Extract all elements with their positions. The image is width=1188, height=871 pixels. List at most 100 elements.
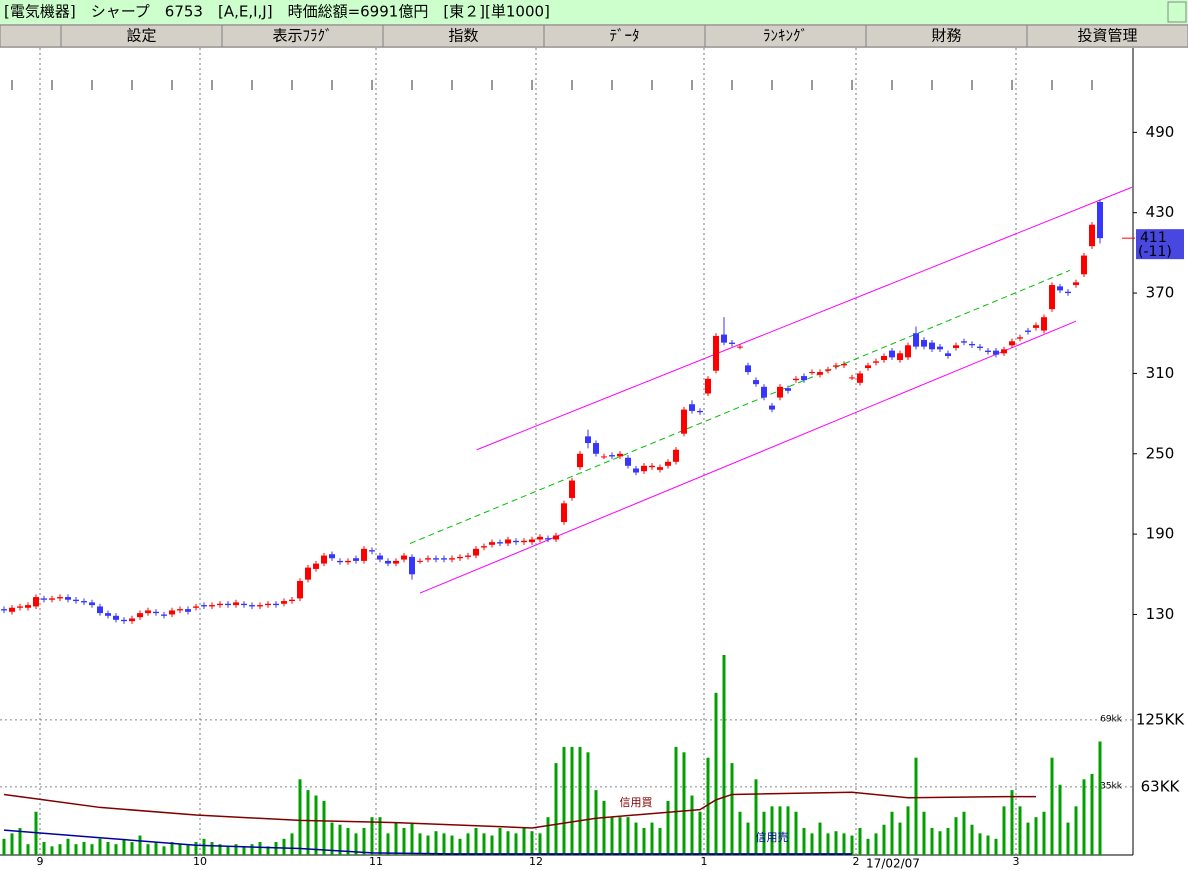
volume-bar: [162, 846, 166, 855]
volume-bar: [450, 835, 454, 855]
candle-body: [729, 342, 735, 344]
candle-body: [561, 503, 567, 523]
candle-body: [97, 606, 103, 614]
volume-bar: [1074, 806, 1078, 855]
candle-body: [201, 605, 207, 607]
volume-bar: [618, 817, 622, 855]
volume-bar: [986, 835, 990, 855]
candle-body: [457, 556, 463, 559]
candle-body: [977, 346, 983, 348]
volume-bar: [738, 811, 742, 855]
candle-body: [713, 335, 719, 371]
candle-body: [1073, 282, 1079, 286]
volume-bar: [1018, 806, 1022, 855]
last-price-box: [1136, 229, 1184, 260]
candle-body: [281, 601, 287, 604]
menu-label[interactable]: 財務: [931, 27, 961, 45]
candle-body: [969, 343, 975, 346]
candle-body: [905, 345, 911, 358]
candle-body: [569, 480, 575, 498]
volume-bar: [66, 838, 70, 855]
candle-body: [545, 538, 551, 540]
menu-label[interactable]: 表示ﾌﾗｸﾞ: [272, 27, 332, 45]
candle-body: [473, 548, 479, 556]
volume-bar: [762, 811, 766, 855]
candle-body: [25, 605, 31, 608]
candle-body: [153, 611, 159, 614]
plot-area: [0, 48, 1133, 855]
candle-body: [305, 567, 311, 580]
volume-bar: [98, 838, 102, 855]
menu-label[interactable]: 設定: [126, 27, 156, 45]
menu-label[interactable]: 投資管理: [1077, 27, 1137, 45]
volume-bar: [538, 833, 542, 855]
candle-body: [1001, 349, 1007, 354]
volume-bar: [730, 763, 734, 855]
volume-bar: [42, 842, 46, 855]
candle-body: [17, 606, 23, 608]
volume-bar: [610, 817, 614, 855]
volume-bar: [1066, 822, 1070, 855]
volume-bar: [634, 822, 638, 855]
volume-bar: [562, 746, 566, 855]
change-label: (-11): [1138, 244, 1172, 260]
volume-bar: [250, 844, 254, 855]
volume-bar: [290, 833, 294, 855]
candle-body: [665, 461, 671, 466]
close-box[interactable]: [1167, 1, 1187, 23]
margin-line: [3, 829, 852, 855]
volume-bar: [826, 833, 830, 855]
volume-bar: [1002, 806, 1006, 855]
volume-bar: [130, 842, 134, 855]
volume-bar: [1034, 817, 1038, 855]
volume-bar: [474, 827, 478, 855]
candle-body: [121, 619, 127, 622]
menu-label[interactable]: ﾗﾝｷﾝｸﾞ: [763, 27, 808, 45]
x-tick-label: 3: [1013, 855, 1020, 868]
volume-bar: [402, 827, 406, 855]
menu-label[interactable]: ﾃﾞｰﾀ: [609, 27, 639, 45]
volume-bar: [330, 822, 334, 855]
volume-bar: [138, 835, 142, 855]
volume-bar: [106, 842, 110, 855]
volume-bar: [642, 827, 646, 855]
menu-button[interactable]: [1026, 24, 1188, 48]
trend-line: [419, 320, 1077, 594]
volume-bar: [306, 790, 310, 855]
candle-body: [113, 615, 119, 620]
candle-body: [1, 609, 7, 611]
volume-bar: [994, 838, 998, 855]
volume-bar: [698, 811, 702, 855]
volume-bar: [1098, 741, 1102, 855]
volume-bar: [850, 835, 854, 855]
y-tick-label: 490: [1146, 123, 1175, 141]
volume-bar: [946, 827, 950, 855]
volume-bar: [954, 817, 958, 855]
volume-bar: [1082, 779, 1086, 855]
y-tick-label: 125KK: [1136, 710, 1185, 728]
inner-tick-label: 35kk: [1100, 781, 1123, 791]
candle-body: [241, 603, 247, 606]
menu-label[interactable]: 指数: [448, 27, 478, 45]
x-tick-label: 12: [529, 855, 543, 868]
volume-bar: [394, 822, 398, 855]
candle-body: [345, 560, 351, 563]
candle-body: [833, 365, 839, 367]
volume-bar: [338, 824, 342, 855]
candle-body: [529, 539, 535, 543]
candle-body: [177, 609, 183, 611]
candle-body: [401, 555, 407, 560]
volume-bar: [658, 827, 662, 855]
volume-bar: [386, 833, 390, 855]
volume-bar: [898, 822, 902, 855]
candle-body: [897, 353, 903, 361]
last-price-label: 411: [1140, 230, 1167, 246]
volume-bar: [594, 790, 598, 855]
candle-body: [337, 560, 343, 563]
volume-bar: [1042, 811, 1046, 855]
volume-bar: [906, 806, 910, 855]
volume-bar: [746, 822, 750, 855]
candle-body: [169, 610, 175, 615]
volume-bar: [418, 833, 422, 855]
volume-bar: [410, 822, 414, 855]
